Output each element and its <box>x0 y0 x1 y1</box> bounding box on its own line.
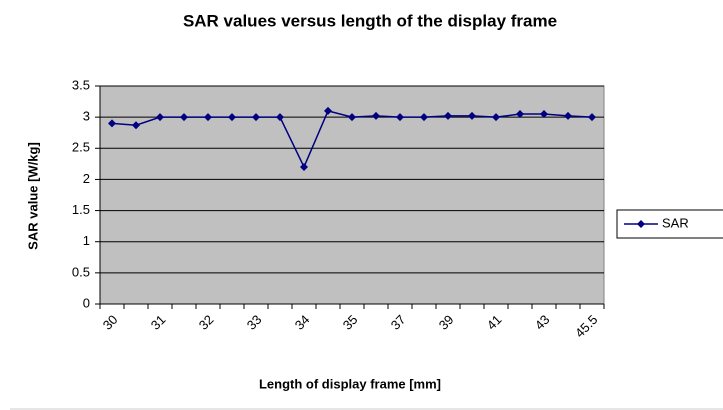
data-point <box>204 113 212 122</box>
data-point <box>420 113 428 122</box>
y-tick-label: 0 <box>83 295 90 310</box>
data-point <box>564 111 572 120</box>
data-point <box>372 111 380 120</box>
y-tick-label: 1 <box>83 233 90 248</box>
data-point <box>276 113 284 122</box>
data-point <box>156 113 164 122</box>
y-tick-label: 2 <box>83 171 90 186</box>
y-tick-label: 3 <box>83 109 90 124</box>
y-tick-label: 1.5 <box>72 202 90 217</box>
legend-marker <box>637 220 645 228</box>
x-axis-title: Length of display frame [mm] <box>259 376 441 391</box>
data-point <box>444 111 452 120</box>
legend-label: SAR <box>662 215 689 230</box>
data-point <box>540 110 548 119</box>
data-point <box>492 113 500 122</box>
data-point <box>516 110 524 119</box>
data-point <box>468 111 476 120</box>
data-point <box>588 113 596 122</box>
data-point <box>108 119 116 128</box>
data-point <box>324 106 332 115</box>
data-point <box>300 162 308 171</box>
data-point <box>396 113 404 122</box>
y-tick-label: 3.5 <box>72 77 90 92</box>
data-point <box>228 113 236 122</box>
y-axis-title: SAR value [W/kg] <box>25 142 40 250</box>
data-point <box>252 113 260 122</box>
y-tick-label: 2.5 <box>72 140 90 155</box>
data-point <box>180 113 188 122</box>
plot-area <box>99 85 605 305</box>
data-point <box>348 113 356 122</box>
frame-edge <box>10 408 723 410</box>
y-tick-label: 0.5 <box>72 264 90 279</box>
chart-title: SAR values versus length of the display … <box>183 11 557 30</box>
data-point <box>132 121 140 130</box>
